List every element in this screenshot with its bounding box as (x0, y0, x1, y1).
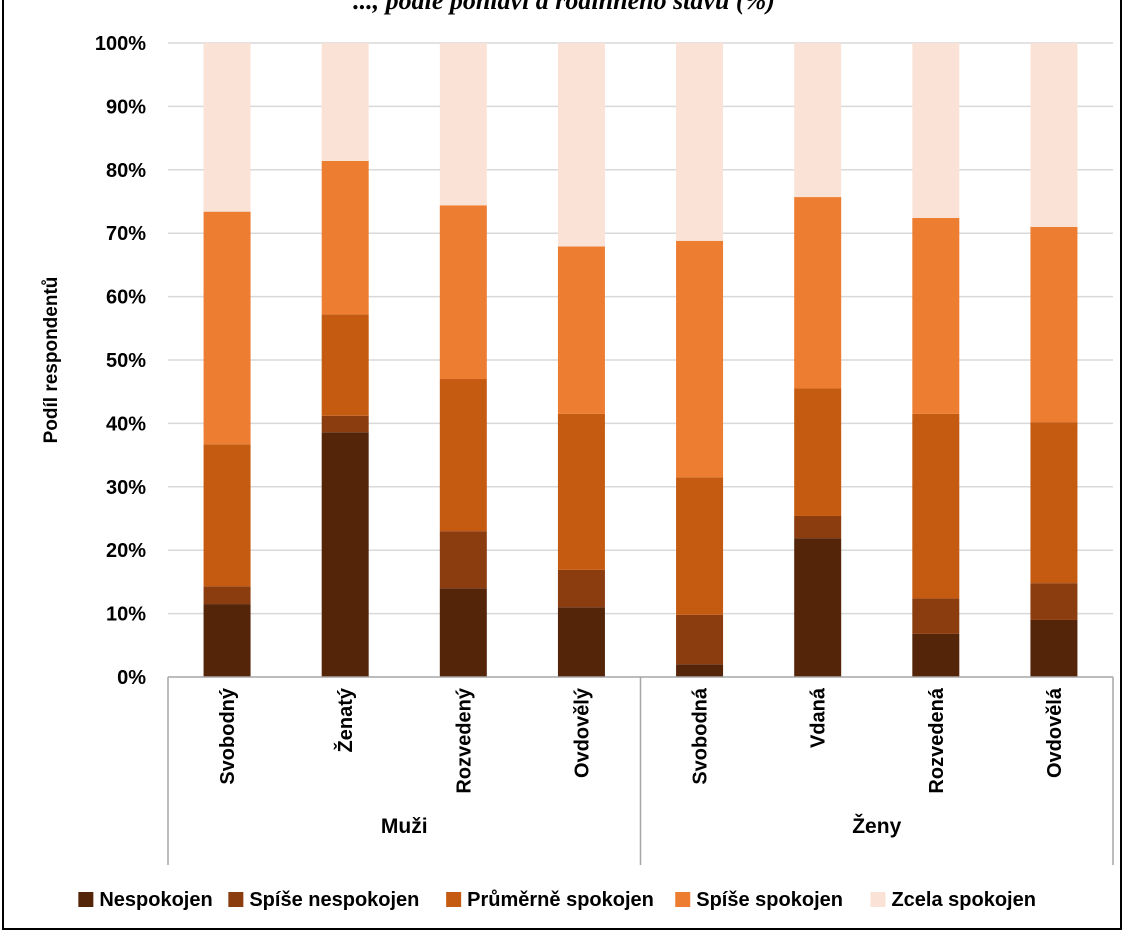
bar-segment (203, 604, 251, 677)
bar-segment (439, 588, 487, 677)
bar-segment (676, 240, 724, 478)
x-category-label: Svobodná (690, 687, 712, 785)
bar-segment (794, 43, 842, 198)
bar-segment (439, 43, 487, 206)
bar-segment (1030, 226, 1078, 423)
bar-segment (321, 314, 369, 416)
bar-segment (912, 633, 960, 677)
bar-segment (676, 477, 724, 615)
bar-segment (1030, 619, 1078, 677)
y-axis-title: Podíl respondentů (41, 277, 62, 444)
legend-label: Zcela spokojen (891, 889, 1035, 911)
bar-segment (676, 664, 724, 677)
x-category-label: Vdaná (808, 687, 830, 748)
bar-segment (439, 205, 487, 380)
y-tick-label: 60% (106, 287, 146, 309)
bar-segment (203, 43, 251, 212)
chart-caption: ..., podle pohlaví a rodinného stavu (%) (353, 0, 775, 15)
bar-segment (794, 515, 842, 539)
bar-segment (203, 211, 251, 445)
bar-segment (321, 43, 369, 161)
bar-segment (912, 598, 960, 634)
x-category-label: Ovdovělá (1044, 687, 1066, 778)
bar-segment (794, 197, 842, 389)
y-tick-label: 90% (106, 96, 146, 118)
bar-segment (203, 586, 251, 605)
legend-swatch (870, 892, 886, 907)
x-category-label: Svobodný (217, 687, 239, 785)
legend-swatch (446, 892, 462, 907)
x-category-label: Rozvedená (926, 687, 948, 793)
bar-segment (557, 43, 605, 247)
y-tick-label: 40% (106, 413, 146, 435)
x-category-label: Ženatý (333, 687, 357, 752)
bar-segment (676, 614, 724, 665)
bar-segment (912, 217, 960, 414)
bar-segment (439, 379, 487, 532)
bar-segment (557, 607, 605, 677)
legend-swatch (228, 892, 244, 907)
bar-segment (321, 415, 369, 433)
bar-segment (912, 43, 960, 218)
bar-segment (912, 413, 960, 599)
legend-swatch (675, 892, 691, 907)
y-tick-label: 80% (106, 160, 146, 182)
bar-segment (203, 444, 251, 587)
bar-segment (794, 538, 842, 677)
bar-segment (1030, 583, 1078, 620)
y-tick-label: 0% (117, 667, 146, 689)
y-tick-label: 10% (106, 604, 146, 626)
bar-segment (321, 160, 369, 315)
y-tick-label: 50% (106, 350, 146, 372)
x-group-label: Muži (381, 815, 428, 838)
legend-label: Průměrně spokojen (467, 889, 654, 911)
bar-segment (794, 388, 842, 516)
bar-segment (557, 413, 605, 570)
bar-segment (557, 569, 605, 608)
legend-label: Nespokojen (99, 889, 212, 911)
legend-swatch (78, 892, 94, 907)
bar-segment (676, 43, 724, 241)
y-tick-label: 100% (95, 33, 146, 55)
legend-label: Spíše nespokojen (249, 889, 419, 911)
x-group-label: Ženy (852, 814, 901, 838)
y-tick-label: 70% (106, 223, 146, 245)
x-category-label: Ovdovělý (571, 687, 593, 778)
bar-segment (1030, 43, 1078, 227)
legend-label: Spíše spokojen (696, 889, 843, 911)
bar-segment (1030, 422, 1078, 584)
x-category-label: Rozvedený (453, 687, 475, 793)
bar-segment (439, 531, 487, 589)
bar-segment (321, 432, 369, 677)
y-tick-label: 30% (106, 477, 146, 499)
bar-segment (557, 246, 605, 414)
y-tick-label: 20% (106, 540, 146, 562)
